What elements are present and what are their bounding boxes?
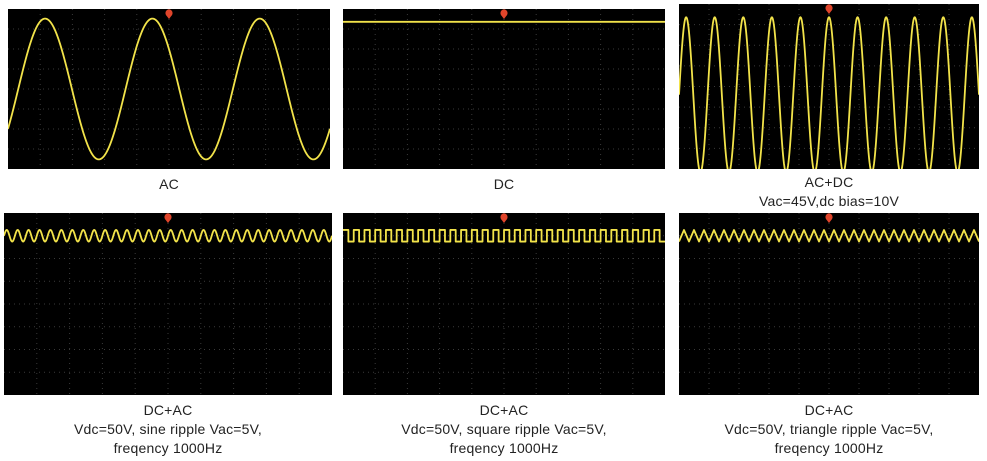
trigger-marker-icon xyxy=(500,9,508,19)
trace-line xyxy=(679,229,979,243)
caption-ac-dc: AC+DC Vac=45V,dc bias=10V xyxy=(679,173,979,211)
caption-line: Vdc=50V, sine ripple Vac=5V, xyxy=(74,421,262,437)
caption-sine-ripple: DC+AC Vdc=50V, sine ripple Vac=5V, freqe… xyxy=(4,401,332,458)
trigger-marker-icon xyxy=(164,213,172,223)
scope-screen-square-ripple xyxy=(343,213,665,395)
scope-plot-dc xyxy=(343,9,665,169)
caption-ac: AC xyxy=(8,175,330,194)
caption-line: Vac=45V,dc bias=10V xyxy=(758,193,900,209)
scope-plot-square-ripple xyxy=(343,213,665,395)
scope-plot-ac xyxy=(8,9,330,169)
caption-line: DC+AC xyxy=(143,402,193,418)
caption-line: Vdc=50V, square ripple Vac=5V, xyxy=(401,421,607,437)
caption-triangle-ripple: DC+AC Vdc=50V, triangle ripple Vac=5V, f… xyxy=(679,401,979,458)
scope-plot-ac-dc xyxy=(679,4,979,169)
trigger-marker-icon xyxy=(500,213,508,223)
caption-line: AC xyxy=(159,176,179,192)
caption-dc: DC xyxy=(343,175,665,194)
scope-screen-sine-ripple xyxy=(4,213,332,395)
graticule xyxy=(343,9,665,169)
scope-plot-triangle-ripple xyxy=(679,213,979,395)
caption-line: DC+AC xyxy=(479,402,529,418)
graticule xyxy=(343,213,665,395)
caption-line: DC xyxy=(493,176,515,192)
caption-line: DC+AC xyxy=(804,402,854,418)
trace-line xyxy=(343,229,665,243)
caption-line: Vdc=50V, triangle ripple Vac=5V, xyxy=(724,421,934,437)
trace-line xyxy=(8,17,330,161)
trace-line xyxy=(4,229,332,243)
graticule xyxy=(4,213,332,395)
caption-line: freqency 1000Hz xyxy=(449,440,559,456)
trace-line xyxy=(679,16,979,169)
scope-screen-ac-dc xyxy=(679,4,979,169)
caption-line: freqency 1000Hz xyxy=(774,440,884,456)
scope-screen-triangle-ripple xyxy=(679,213,979,395)
trigger-marker-icon xyxy=(165,9,173,19)
trigger-marker-icon xyxy=(825,213,833,223)
graticule xyxy=(679,4,979,169)
scope-screen-ac xyxy=(8,9,330,169)
graticule xyxy=(679,213,979,395)
caption-line: AC+DC xyxy=(804,174,854,190)
trigger-marker-icon xyxy=(825,4,833,14)
caption-line: freqency 1000Hz xyxy=(113,440,223,456)
scope-plot-sine-ripple xyxy=(4,213,332,395)
scope-screen-dc xyxy=(343,9,665,169)
caption-square-ripple: DC+AC Vdc=50V, square ripple Vac=5V, fre… xyxy=(343,401,665,458)
